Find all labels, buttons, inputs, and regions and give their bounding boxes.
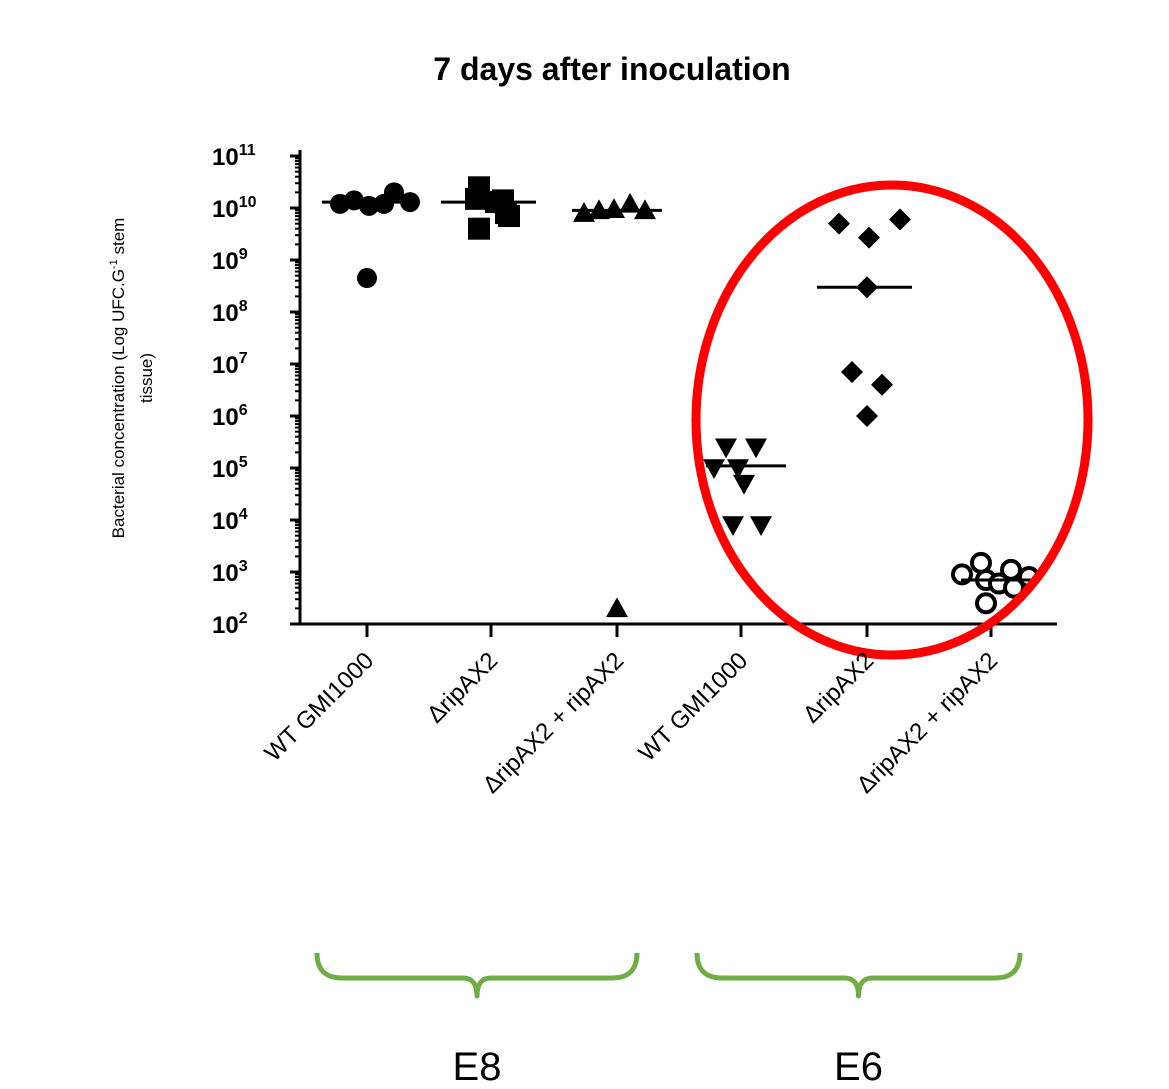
y-tick-base: 10 bbox=[212, 300, 239, 327]
y-tick-base: 10 bbox=[212, 352, 239, 379]
group-bracket bbox=[694, 952, 1023, 999]
y-tick-base: 10 bbox=[212, 508, 239, 535]
y-tick-label: 1010 bbox=[212, 194, 257, 223]
data-point-triangle-up bbox=[603, 198, 625, 218]
y-tick-exponent: 9 bbox=[239, 246, 248, 263]
y-tick-label: 105 bbox=[212, 454, 248, 483]
y-tick-base: 10 bbox=[212, 612, 239, 639]
y-tick-base: 10 bbox=[212, 456, 239, 483]
y-tick-label: 109 bbox=[212, 246, 248, 275]
data-point-circle bbox=[344, 190, 364, 211]
y-axis-label-line2: tissue) bbox=[137, 353, 156, 403]
y-tick-base: 10 bbox=[212, 248, 239, 275]
data-point-diamond bbox=[828, 212, 850, 235]
y-tick-label: 1011 bbox=[212, 142, 256, 171]
y-tick-label: 108 bbox=[212, 298, 248, 327]
data-point-triangle-down bbox=[703, 459, 725, 479]
data-point-diamond bbox=[841, 361, 863, 384]
y-tick-exponent: 7 bbox=[239, 350, 248, 367]
highlight-layer bbox=[691, 180, 1093, 660]
y-tick-exponent: 4 bbox=[239, 506, 248, 523]
category-label: ΔripAX2 + ripAX2 bbox=[478, 647, 630, 799]
category-label: ΔripAX2 bbox=[422, 647, 503, 728]
y-tick-exponent: 5 bbox=[239, 454, 248, 471]
y-axis-label-sup: -1 bbox=[108, 259, 120, 269]
data-point-circle bbox=[357, 268, 377, 289]
x-ticks bbox=[365, 624, 993, 637]
y-tick-base: 10 bbox=[212, 196, 239, 223]
data-point-triangle-down bbox=[733, 474, 755, 495]
y-axis-label: Bacterial concentration (Log UFC.G-1 ste… bbox=[108, 218, 128, 539]
y-tick-base: 10 bbox=[212, 404, 239, 431]
y-tick-label: 102 bbox=[212, 610, 248, 639]
y-tick-base: 10 bbox=[212, 144, 239, 171]
chart-title: 7 days after inoculation bbox=[433, 51, 790, 87]
category-label: ΔripAX2 bbox=[798, 647, 879, 728]
data-point-triangle-down bbox=[722, 516, 744, 537]
data-marks bbox=[322, 176, 1040, 618]
data-point-diamond bbox=[856, 405, 878, 427]
group-label: E8 bbox=[453, 1045, 502, 1089]
y-tick-label: 107 bbox=[212, 350, 248, 379]
data-point-triangle-down bbox=[727, 459, 749, 479]
data-point-triangle-down bbox=[715, 438, 737, 459]
category-label: WT GMI1000 bbox=[634, 647, 754, 767]
data-point-triangle-down bbox=[750, 516, 772, 537]
y-tick-exponent: 11 bbox=[239, 142, 256, 159]
y-tick-exponent: 3 bbox=[239, 558, 248, 575]
y-tick-exponent: 8 bbox=[239, 298, 248, 315]
data-point-triangle-up bbox=[606, 597, 628, 618]
axes bbox=[298, 150, 1057, 626]
data-point-diamond bbox=[889, 208, 911, 231]
data-point-triangle-down bbox=[745, 438, 767, 459]
highlight-ellipse bbox=[691, 180, 1093, 660]
category-label: WT GMI1000 bbox=[260, 647, 380, 767]
y-tick-label: 104 bbox=[212, 506, 248, 535]
data-point-diamond bbox=[871, 373, 893, 396]
y-tick-exponent: 10 bbox=[239, 194, 257, 211]
data-point-diamond bbox=[858, 226, 880, 249]
y-tick-exponent: 6 bbox=[239, 402, 248, 419]
data-point-square bbox=[495, 202, 517, 225]
y-tick-label: 106 bbox=[212, 402, 248, 431]
y-tick-exponent: 2 bbox=[239, 610, 248, 627]
y-axis-label-rest: stem bbox=[109, 218, 128, 260]
data-point-square bbox=[465, 187, 487, 210]
y-tick-label: 103 bbox=[212, 558, 248, 587]
y-tick-base: 10 bbox=[212, 560, 239, 587]
data-point-circle bbox=[384, 182, 404, 203]
group-bracket bbox=[314, 952, 640, 999]
y-axis-label-main: Bacterial concentration (Log UFC.G bbox=[109, 269, 128, 538]
group-label: E6 bbox=[834, 1045, 883, 1089]
data-point-square bbox=[468, 217, 490, 240]
data-point-open-circle bbox=[975, 592, 997, 615]
data-point-triangle-up bbox=[619, 192, 641, 213]
group-brackets: E8 E6 bbox=[314, 952, 1023, 1089]
